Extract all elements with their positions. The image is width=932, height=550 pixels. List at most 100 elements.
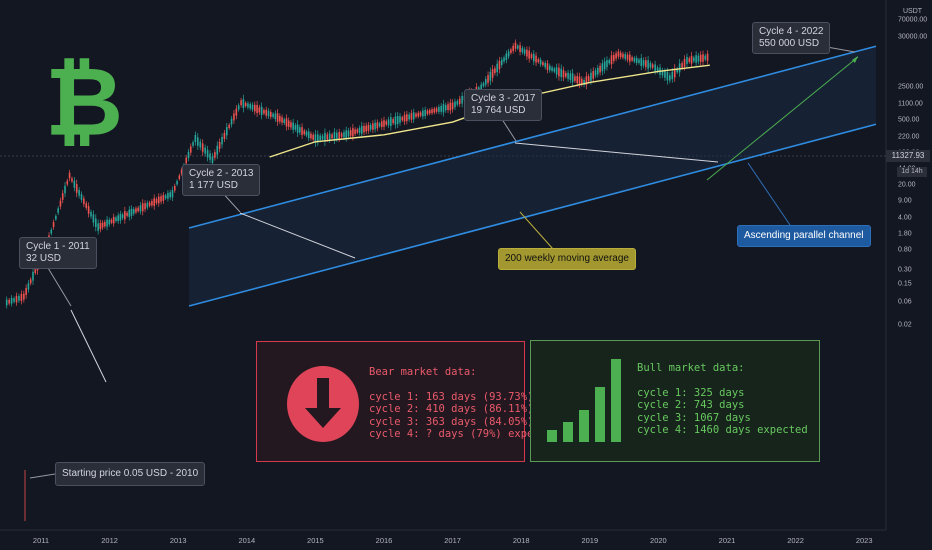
price-candle-body [59,200,62,207]
cycle2-title: Cycle 2 - 2013 [189,168,254,179]
price-candle-body [498,61,501,70]
price-candle-body [97,223,99,231]
price-candle-body [376,122,379,129]
y-tick-label: 30000.00 [898,33,928,41]
price-candle-body [117,215,119,222]
bear-trendline-1 [70,309,107,383]
y-tick-label: 4.00 [898,214,912,222]
bear-market-panel: Bear market data: cycle 1: 163 days (93.… [256,341,559,462]
price-candle-body [94,218,97,228]
bear-line: cycle 3: 363 days (84.05%) [369,415,534,428]
price-candle-body [32,271,34,281]
price-candle-body [214,152,216,158]
price-candle-body [64,185,66,194]
price-candle-body [75,184,78,193]
price-candle-body [50,229,53,234]
price-candle-body [324,132,326,142]
price-candle-body [478,87,480,91]
price-candle-body [613,54,615,61]
bull-title: Bull market data: [637,362,745,374]
price-candle-body [157,196,160,204]
channel-fill [189,46,876,306]
price-candle-body [562,70,565,78]
price-candle-body [415,113,417,117]
price-candle-body [669,75,671,81]
price-candle-body [135,208,137,213]
x-tick-label: 2013 [169,536,187,545]
price-candle-body [372,123,374,130]
price-candle-body [321,135,324,140]
price-candle-body [247,103,249,108]
price-candle-body [104,221,106,227]
price-candle-body [20,294,23,301]
price-candle-body [383,120,385,127]
x-tick-label: 2021 [718,536,736,545]
price-candle-body [256,105,258,114]
price-candle-body [496,63,498,73]
price-candle-body [178,175,181,179]
ma-pointer [519,211,554,250]
x-tick-label: 2022 [787,536,804,545]
price-candle-body [299,127,301,133]
price-candle-body [617,51,620,57]
bear-line: cycle 1: 163 days (93.73%) [369,390,534,403]
price-candle-body [240,100,242,106]
price-candle-body [671,71,674,80]
price-candle-body [442,104,445,113]
bear-text: Bear market data: cycle 1: 163 days (93.… [369,366,559,441]
price-candle-body [78,189,80,196]
cycle1-price: 32 USD [26,253,62,264]
price-candle-body [101,222,104,228]
price-candle-body [503,57,505,62]
price-candle-body [651,64,654,68]
price-candle-body [197,137,199,146]
bear-trendline-2 [239,212,356,259]
channel-upper-line [188,45,877,229]
price-candle-body [387,119,390,126]
price-candle-body [638,59,640,63]
price-candle-body [688,58,691,62]
price-candle-body [176,180,178,185]
price-candle-body [25,288,27,296]
price-candle-body [697,55,700,62]
timeframe-tag: 1d 14h [897,167,927,177]
price-candle-body [438,106,440,112]
y-tick-label: 0.15 [898,280,912,288]
price-candle-body [8,299,10,304]
bull-line: cycle 1: 325 days [637,386,745,399]
price-candle-body [578,76,581,85]
price-candle-body [106,219,108,227]
price-candle-body [73,180,76,188]
price-candle-body [673,68,676,78]
x-tick-label: 2017 [444,536,461,545]
price-candle-body [530,54,533,59]
price-candle-body [505,53,508,60]
bitcoin-logo: ₿ [45,46,123,158]
price-candle-body [526,49,528,57]
price-candle-body [686,56,688,64]
cycle3-title: Cycle 3 - 2017 [471,93,536,104]
price-candle-body [233,113,235,121]
price-candle-body [590,72,592,81]
price-candle-body [354,129,356,134]
price-candle-body [23,293,25,300]
cycle4-projection-line [706,56,859,181]
x-tick-label: 2023 [855,536,873,545]
cycle4-price: 550 000 USD [759,38,820,49]
price-candle-body [599,66,601,73]
price-candle-body [489,71,492,81]
price-candle-body [294,125,297,130]
price-candle-body [422,110,424,117]
price-candle-body [560,68,563,78]
price-candle-body [444,105,447,111]
price-candle-body [431,109,433,114]
price-candle-body [487,75,489,83]
price-candle-body [704,55,707,60]
price-candle-body [310,133,312,139]
bull-line: cycle 4: 1460 days expected [637,424,808,436]
price-candle-body [424,109,426,117]
cycle1-title: Cycle 1 - 2011 [26,241,90,252]
price-candle-body [363,126,365,133]
cycle2-callout: Cycle 2 - 2013 1 177 USD [182,164,261,196]
price-candle-body [90,211,92,217]
